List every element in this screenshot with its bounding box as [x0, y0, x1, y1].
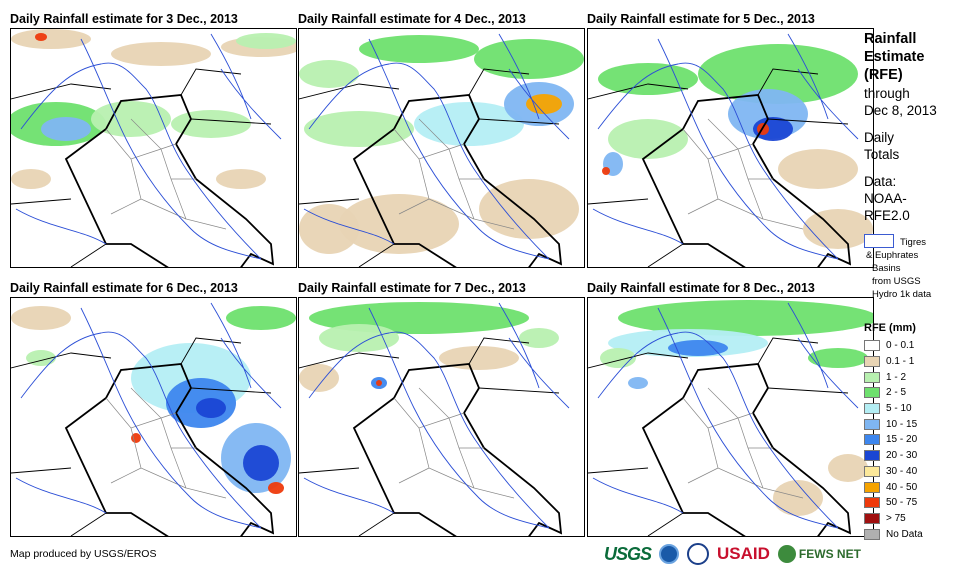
rfe-swatch — [864, 434, 880, 446]
panel-title-6: Daily Rainfall estimate for 8 Dec., 2013 — [587, 281, 815, 295]
rfe-class-12: No Data — [864, 526, 923, 542]
rfe-label: 10 - 15 — [886, 418, 918, 430]
rfe-class-7: 20 - 30 — [864, 448, 923, 464]
rfe-class-10: 50 - 75 — [864, 495, 923, 511]
footer-credit: Map produced by USGS/EROS — [10, 548, 157, 560]
agency-logos: USGS USAID FEWS NET — [604, 541, 861, 567]
rfe-label: 40 - 50 — [886, 481, 918, 493]
rfe-label: 1 - 2 — [886, 371, 907, 383]
rfe-swatch — [864, 512, 880, 524]
basin-line-4: from USGS — [872, 276, 921, 287]
rfe-swatch — [864, 340, 880, 352]
rfe-swatch — [864, 371, 880, 383]
usaid-logo: USAID — [717, 544, 770, 563]
rfe-swatch — [864, 528, 880, 540]
rfe-class-3: 2 - 5 — [864, 385, 923, 401]
panel-title-3: Daily Rainfall estimate for 5 Dec., 2013 — [587, 12, 815, 26]
fews-net-label: FEWS NET — [798, 547, 861, 561]
panel-title-5: Daily Rainfall estimate for 7 Dec., 2013 — [298, 281, 526, 295]
rfe-label: 5 - 10 — [886, 403, 912, 415]
rfe-swatch — [864, 418, 880, 430]
panel-title-4: Daily Rainfall estimate for 6 Dec., 2013 — [10, 281, 238, 295]
rfe-label: 2 - 5 — [886, 387, 907, 399]
rfe-legend: 0 - 0.1 0.1 - 1 1 - 2 2 - 5 5 - 10 10 - 15 15 … — [864, 338, 923, 542]
rfe-label: 15 - 20 — [886, 434, 918, 446]
rainfall-map-dec-5 — [587, 28, 874, 268]
rfe-label: > 75 — [886, 512, 906, 524]
basin-swatch — [864, 234, 894, 248]
rainfall-map-dec-8 — [587, 297, 874, 537]
legend-title-3: (RFE) — [864, 67, 903, 83]
legend-data-source-1: NOAA- — [864, 191, 907, 206]
rfe-swatch — [864, 450, 880, 462]
rfe-class-1: 0.1 - 1 — [864, 354, 923, 370]
legend-through: through — [864, 86, 910, 101]
rfe-swatch — [864, 465, 880, 477]
rfe-label: 20 - 30 — [886, 450, 918, 462]
rainfall-map-dec-7 — [298, 297, 585, 537]
panel-title-1: Daily Rainfall estimate for 3 Dec., 2013 — [10, 12, 238, 26]
rainfall-map-dec-3 — [10, 28, 297, 268]
rfe-class-11: > 75 — [864, 511, 923, 527]
legend-totals: Totals — [864, 147, 900, 162]
legend-title-1: Rainfall — [864, 31, 917, 47]
fews-net-logo: FEWS NET — [777, 545, 861, 563]
rfe-swatch — [864, 387, 880, 399]
rfe-class-8: 30 - 40 — [864, 464, 923, 480]
basin-line-3: Basins — [872, 263, 901, 274]
panel-title-2: Daily Rainfall estimate for 4 Dec., 2013 — [298, 12, 526, 26]
rainfall-map-dec-6 — [10, 297, 297, 537]
rfe-swatch — [864, 356, 880, 368]
noaa-logo-icon — [659, 544, 680, 564]
basin-line-5: Hydro 1k data — [872, 289, 932, 300]
rfe-legend-title: RFE (mm) — [864, 322, 916, 334]
fews-net-icon — [777, 545, 796, 563]
rfe-swatch — [864, 403, 880, 415]
rfe-class-2: 1 - 2 — [864, 369, 923, 385]
legend-title-2: Estimate — [864, 49, 925, 65]
rfe-label: No Data — [886, 528, 923, 540]
basin-label: Tigres & Euphrates Basins from USGS Hydr… — [866, 236, 936, 301]
usaid-seal-icon — [687, 543, 710, 565]
basin-line-1: Tigres — [900, 237, 927, 248]
rfe-label: 0 - 0.1 — [886, 340, 915, 352]
basin-line-2: & Euphrates — [866, 250, 919, 261]
legend-data-source-2: RFE2.0 — [864, 208, 910, 223]
rfe-label: 50 - 75 — [886, 497, 918, 509]
rfe-class-0: 0 - 0.1 — [864, 338, 923, 354]
usgs-logo: USGS — [604, 543, 652, 564]
legend-daily: Daily — [864, 130, 895, 145]
legend-data-label: Data: — [864, 174, 897, 189]
rfe-label: 30 - 40 — [886, 465, 918, 477]
rfe-label: 0.1 - 1 — [886, 356, 915, 368]
rfe-swatch — [864, 481, 880, 493]
legend-date: Dec 8, 2013 — [864, 103, 937, 118]
rainfall-map-dec-4 — [298, 28, 585, 268]
rfe-class-4: 5 - 10 — [864, 401, 923, 417]
rfe-swatch — [864, 497, 880, 509]
rfe-class-5: 10 - 15 — [864, 416, 923, 432]
rfe-class-6: 15 - 20 — [864, 432, 923, 448]
rfe-class-9: 40 - 50 — [864, 479, 923, 495]
